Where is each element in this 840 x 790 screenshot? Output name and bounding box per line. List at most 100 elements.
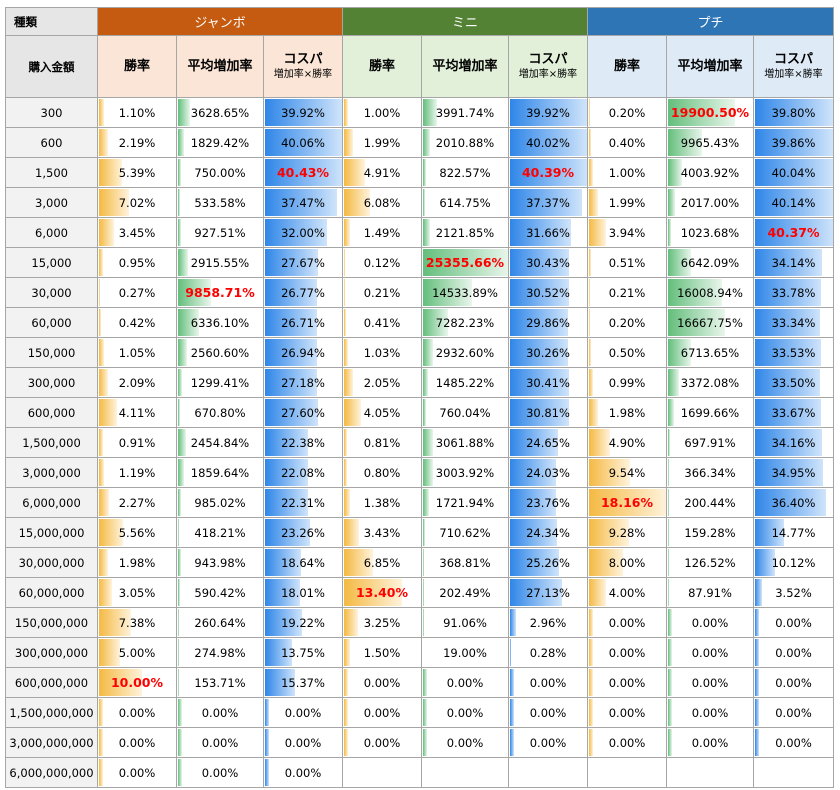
- petit-win-value: 1.00%: [608, 165, 646, 180]
- petit-win-cell: 0.99%: [587, 367, 667, 398]
- petit-cos-value: 36.40%: [771, 495, 816, 510]
- mini-inc-cell: 760.04%: [421, 397, 509, 428]
- mini-win-header: 勝率: [342, 35, 422, 98]
- amount-cell: 30,000,000: [5, 547, 98, 578]
- mini-inc-databar: [423, 729, 427, 756]
- petit-win-databar: [589, 459, 630, 486]
- mini-win-value: 1.00%: [363, 105, 401, 120]
- jumbo-win-databar: [99, 399, 117, 426]
- jumbo-inc-databar: [178, 549, 182, 576]
- mini-cos-value: 24.03%: [526, 465, 570, 480]
- petit-win-databar: [589, 669, 593, 696]
- petit-cos-value: 0.00%: [775, 615, 812, 630]
- petit-win-databar: [589, 609, 593, 636]
- amount-cell: 60,000: [5, 307, 98, 338]
- jumbo-win-value: 5.00%: [118, 645, 156, 660]
- mini-cos-databar: [510, 369, 569, 396]
- mini-inc-value: 25355.66%: [425, 254, 505, 270]
- petit-inc-databar: [668, 129, 702, 156]
- amount-cell: 150,000,000: [5, 607, 98, 638]
- mini-cos-value: 31.66%: [526, 225, 570, 240]
- type-header: 種類: [5, 7, 98, 36]
- mini-win-databar: [344, 519, 359, 546]
- table-row: 15,000,000 5.56% 418.21% 23.26% 3.43% 710.62%…: [5, 517, 834, 548]
- jumbo-win-value: 7.02%: [118, 195, 156, 210]
- amount-cell: 300,000,000: [5, 637, 98, 668]
- petit-win-databar: [589, 219, 606, 246]
- jumbo-win-value: 2.19%: [118, 135, 156, 150]
- mini-win-databar: [344, 369, 353, 396]
- jumbo-inc-value: 1859.64%: [190, 465, 250, 480]
- mini-inc-databar: [423, 189, 426, 216]
- jumbo-inc-value: 533.58%: [194, 195, 246, 210]
- petit-win-value: 18.16%: [600, 494, 654, 510]
- mini-win-cell: 2.05%: [342, 367, 422, 398]
- petit-inc-value: 0.00%: [691, 615, 729, 630]
- mini-win-cell: 0.21%: [342, 277, 422, 308]
- jumbo-inc-databar: [178, 339, 187, 366]
- jumbo-win-value: 0.91%: [118, 435, 156, 450]
- jumbo-cos-databar: [265, 369, 318, 396]
- jumbo-cos-value: 26.77%: [281, 285, 325, 300]
- mini-cos-value: 0.28%: [529, 645, 567, 660]
- mini-inc-databar: [423, 219, 431, 246]
- petit-win-cell: 1.00%: [587, 157, 667, 188]
- table-row: 6,000,000,000 0.00% 0.00% 0.00%: [5, 757, 834, 788]
- jumbo-inc-value: 750.00%: [194, 165, 246, 180]
- petit-win-value: 0.50%: [608, 345, 646, 360]
- jumbo-win-cell: 5.56%: [97, 517, 177, 548]
- jumbo-inc-value: 0.00%: [201, 705, 239, 720]
- mini-cos-databar: [510, 159, 587, 186]
- jumbo-win-databar: [99, 249, 104, 276]
- mini-win-value: 1.50%: [363, 645, 401, 660]
- amount-cell: 15,000: [5, 247, 98, 278]
- jumbo-win-databar: [99, 339, 104, 366]
- jumbo-inc-value: 260.64%: [194, 615, 246, 630]
- mini-inc-databar: [423, 279, 473, 306]
- jumbo-win-cell: 7.38%: [97, 607, 177, 638]
- jumbo-inc-databar: [178, 699, 182, 726]
- jumbo-inc-databar: [178, 729, 182, 756]
- jumbo-win-databar: [99, 699, 103, 726]
- jumbo-cos-databar: [265, 189, 338, 216]
- jumbo-inc-value: 2915.55%: [190, 255, 250, 270]
- mini-win-value: 3.25%: [363, 615, 401, 630]
- mini-cos-databar: [510, 279, 569, 306]
- mini-win-databar: [344, 159, 366, 186]
- mini-inc-value: 19.00%: [443, 645, 487, 660]
- table-row: 150,000,000 7.38% 260.64% 19.22% 3.25% 91.06%…: [5, 607, 834, 638]
- mini-inc-cell: 2010.88%: [421, 127, 509, 158]
- jumbo-inc-databar: [178, 159, 181, 186]
- jumbo-inc-cell: 2560.60%: [176, 337, 264, 368]
- amount-header: 購入金額: [5, 35, 98, 98]
- petit-cos-value: 14.77%: [771, 525, 816, 540]
- table-row: 6,000,000 2.27% 985.02% 22.31% 1.38% 1721.94%…: [5, 487, 834, 518]
- jumbo-inc-cell: 750.00%: [176, 157, 264, 188]
- mini-win-cell: 1.38%: [342, 487, 422, 518]
- mini-inc-databar: [423, 339, 433, 366]
- mini-win-cell: 1.99%: [342, 127, 422, 158]
- petit-cos-cell: 39.86%: [753, 127, 834, 158]
- petit-inc-databar: [668, 609, 672, 636]
- jumbo-win-value: 0.00%: [118, 765, 156, 780]
- mini-win-value: 2.05%: [363, 375, 401, 390]
- jumbo-inc-value: 1299.41%: [190, 375, 250, 390]
- jumbo-cos-value: 0.00%: [284, 735, 322, 750]
- jumbo-win-databar: [99, 549, 108, 576]
- jumbo-win-cell: 10.00%: [97, 667, 177, 698]
- jumbo-inc-value: 670.80%: [194, 405, 246, 420]
- jumbo-cos-value: 13.75%: [281, 645, 325, 660]
- mini-win-cell: 0.00%: [342, 667, 422, 698]
- petit-win-value: 0.00%: [608, 675, 646, 690]
- jumbo-inc-databar: [178, 759, 182, 786]
- amount-cell: 6,000,000: [5, 487, 98, 518]
- petit-win-cell: 1.98%: [587, 397, 667, 428]
- petit-inc-cell: 126.52%: [666, 547, 754, 578]
- petit-inc-cell: 0.00%: [666, 607, 754, 638]
- petit-inc-databar: [668, 669, 672, 696]
- mini-inc-value: 0.00%: [446, 675, 484, 690]
- mini-cos-databar: [510, 579, 563, 606]
- jumbo-cos-cell: 0.00%: [263, 757, 343, 788]
- petit-win-databar: [589, 129, 591, 156]
- mini-inc-cell: 614.75%: [421, 187, 509, 218]
